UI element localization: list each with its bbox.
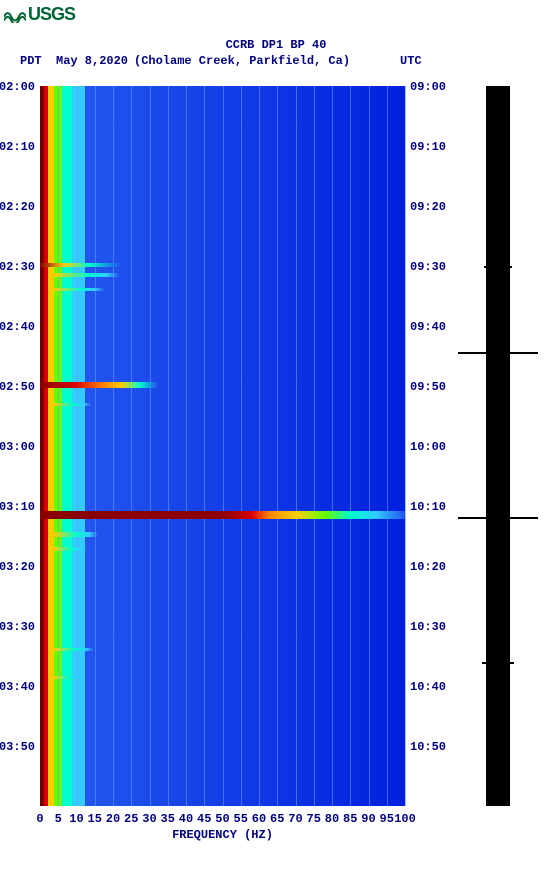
x-tick: 65 <box>270 812 284 826</box>
y-tick-right: 10:40 <box>410 680 446 694</box>
x-tick: 50 <box>215 812 229 826</box>
y-tick-right: 10:30 <box>410 620 446 634</box>
seismogram-spike <box>486 684 510 686</box>
y-axis-ticks: 02:0002:1002:2002:3002:4002:5003:0003:10… <box>40 86 405 806</box>
y-tick-right: 10:10 <box>410 500 446 514</box>
y-tick-right: 09:30 <box>410 260 446 274</box>
x-tick: 30 <box>142 812 156 826</box>
x-tick: 15 <box>88 812 102 826</box>
x-tick: 35 <box>161 812 175 826</box>
y-tick-right: 10:20 <box>410 560 446 574</box>
x-tick: 45 <box>197 812 211 826</box>
chart-title: CCRB DP1 BP 40 <box>0 38 552 52</box>
seismogram-spike <box>484 266 512 268</box>
y-tick-right: 10:00 <box>410 440 446 454</box>
x-tick: 20 <box>106 812 120 826</box>
x-tick: 10 <box>69 812 83 826</box>
y-tick-left: 03:40 <box>0 680 35 694</box>
x-tick: 70 <box>288 812 302 826</box>
seismogram-spike <box>458 352 538 354</box>
y-tick-right: 09:20 <box>410 200 446 214</box>
x-tick: 60 <box>252 812 266 826</box>
y-tick-left: 03:20 <box>0 560 35 574</box>
tz-right-label: UTC <box>400 54 422 68</box>
y-tick-left: 02:50 <box>0 380 35 394</box>
y-tick-left: 03:30 <box>0 620 35 634</box>
date-label: May 8,2020 <box>56 54 128 68</box>
spectrogram-gridline <box>405 86 406 806</box>
seismogram-baseline <box>486 86 510 806</box>
x-tick: 55 <box>234 812 248 826</box>
y-tick-left: 02:40 <box>0 320 35 334</box>
seismogram-spike <box>458 517 538 519</box>
seismogram-trace <box>458 86 538 806</box>
y-tick-right: 10:50 <box>410 740 446 754</box>
x-tick: 100 <box>394 812 416 826</box>
x-tick: 90 <box>361 812 375 826</box>
x-axis-label: FREQUENCY (HZ) <box>40 828 405 842</box>
y-tick-left: 03:10 <box>0 500 35 514</box>
y-tick-left: 02:30 <box>0 260 35 274</box>
x-tick: 95 <box>380 812 394 826</box>
usgs-logo-text: USGS <box>28 4 75 25</box>
y-tick-right: 09:50 <box>410 380 446 394</box>
y-tick-right: 09:00 <box>410 80 446 94</box>
seismogram-spike <box>482 662 514 664</box>
y-tick-right: 09:40 <box>410 320 446 334</box>
x-tick: 40 <box>179 812 193 826</box>
x-tick: 5 <box>55 812 62 826</box>
x-tick: 80 <box>325 812 339 826</box>
y-tick-left: 02:20 <box>0 200 35 214</box>
usgs-wave-icon <box>4 7 26 23</box>
x-tick: 25 <box>124 812 138 826</box>
location-label: (Cholame Creek, Parkfield, Ca) <box>134 54 350 68</box>
tz-left-label: PDT <box>20 54 42 68</box>
y-tick-right: 09:10 <box>410 140 446 154</box>
y-tick-left: 02:10 <box>0 140 35 154</box>
x-tick: 85 <box>343 812 357 826</box>
x-tick: 0 <box>36 812 43 826</box>
y-tick-left: 02:00 <box>0 80 35 94</box>
usgs-logo: USGS <box>4 4 75 25</box>
y-tick-left: 03:50 <box>0 740 35 754</box>
y-tick-left: 03:00 <box>0 440 35 454</box>
x-tick: 75 <box>307 812 321 826</box>
